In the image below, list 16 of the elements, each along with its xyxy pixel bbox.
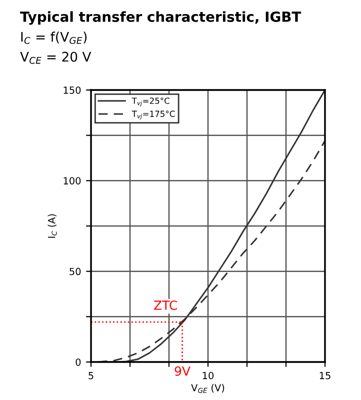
text: V$_{CE}$ = 20 V [20, 52, 92, 64]
y-tick-label: 50 [70, 268, 81, 276]
chart-subtitle: I$_{C}$ = f(V$_{GE}$) [21, 32, 87, 44]
y-tick-label: 0 [76, 358, 81, 366]
y-tick-label: 150 [64, 86, 81, 94]
x-tick-label: 10 [202, 372, 214, 380]
legend-label: T$_{vj}$=175°C [132, 110, 175, 120]
legend-label: T$_{vj}$=25°C [132, 98, 170, 106]
y-axis-title: I$_{C}$ (A) [48, 214, 57, 238]
x-axis-title: V$_{GE}$ (V) [191, 384, 224, 393]
annotation: 9V [174, 366, 190, 376]
chart-title: Typical transfer characteristic, IGBT [20, 11, 302, 25]
x-tick-label: 15 [320, 372, 330, 380]
annotation: ZTC [154, 300, 178, 310]
x-tick-label: 5 [88, 372, 94, 380]
y-tick-label: 100 [64, 177, 81, 184]
